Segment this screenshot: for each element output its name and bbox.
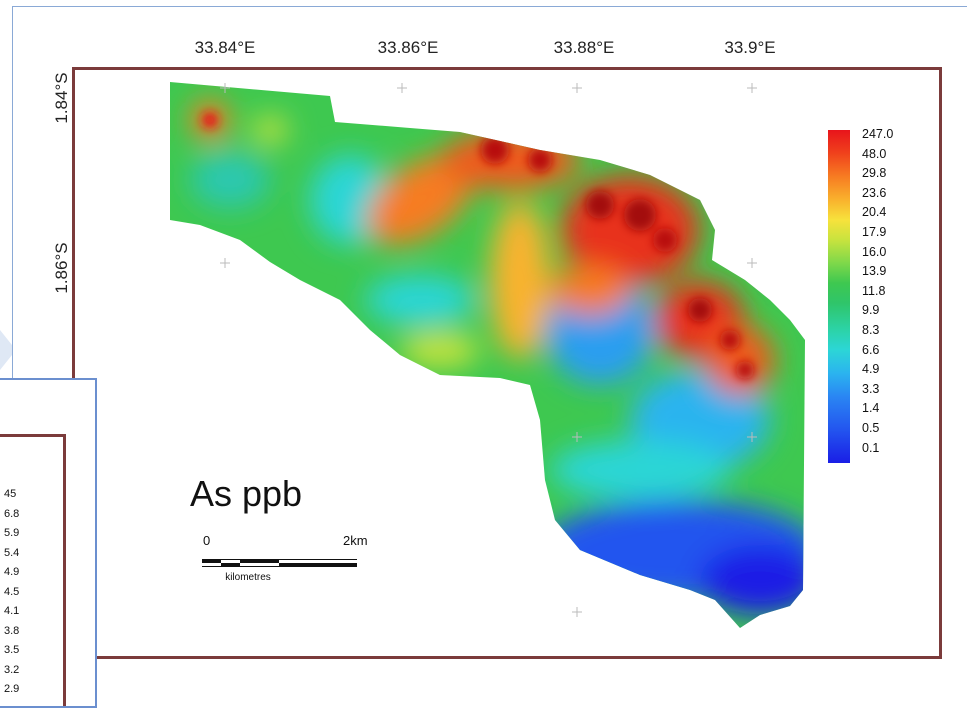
longitude-label: 33.88°E [553, 38, 615, 57]
legend-value: 48.0 [862, 146, 887, 161]
legend-value: 20.4 [862, 205, 887, 220]
legend-value: 9.9 [862, 303, 880, 318]
legend-value: 13.9 [862, 264, 887, 279]
legend-value: 6.6 [862, 342, 880, 357]
inset-legend-value: 6.8 [4, 507, 20, 520]
legend-color-bar [828, 130, 850, 463]
longitude-label: 33.84°E [194, 38, 256, 57]
scale-start-label: 0 [203, 533, 211, 548]
inset-legend-value: 5.4 [4, 546, 20, 559]
inset-legend-value: 45 [4, 488, 17, 500]
legend-value: 29.8 [862, 166, 887, 181]
legend-value: 0.5 [862, 421, 880, 435]
scale-caption: kilometres [225, 572, 271, 583]
longitude-label: 33.9°E [724, 38, 776, 57]
legend-value: 17.9 [862, 225, 887, 239]
scale-end-label: 2km [343, 533, 368, 548]
unit-label: As ppb [190, 473, 303, 514]
legend-value: 11.8 [862, 283, 886, 298]
legend-value: 23.6 [862, 185, 887, 200]
inset-legend-value: 4.5 [4, 585, 20, 598]
overlapping-map-panel: 45 6.8 5.9 5.4 4.9 4.5 4.1 3.8 3.5 3.2 2.9 [0, 378, 97, 708]
inset-legend-value: 3.2 [4, 663, 20, 676]
legend-value: 16.0 [862, 244, 887, 259]
longitude-label: 33.86°E [377, 38, 439, 57]
legend-value: 1.4 [862, 401, 880, 416]
legend-value: 3.3 [862, 381, 880, 396]
inset-legend-value: 3.5 [4, 644, 20, 656]
inset-legend-value: 4.1 [4, 605, 20, 617]
inset-legend-value: 2.9 [4, 683, 20, 695]
legend-value: 0.1 [862, 440, 880, 455]
inset-legend-value: 5.9 [4, 527, 20, 539]
legend-value: 8.3 [862, 323, 880, 337]
legend-value: 247.0 [862, 127, 894, 141]
inset-legend-value: 4.9 [4, 566, 20, 578]
inset-legend-value: 3.8 [4, 624, 20, 637]
legend-value: 4.9 [862, 362, 880, 377]
inset-map-frame [0, 434, 66, 706]
scale-bar [202, 559, 357, 567]
